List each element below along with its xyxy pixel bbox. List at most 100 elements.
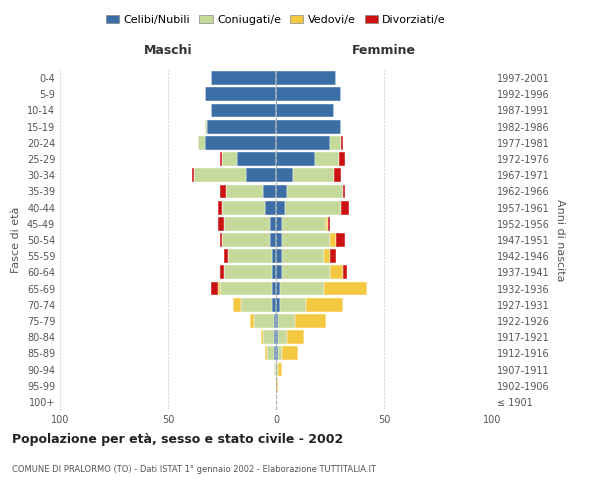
Bar [330, 250, 337, 263]
Bar [269, 217, 276, 230]
Bar [276, 152, 315, 166]
Bar [287, 330, 304, 344]
Bar [207, 120, 276, 134]
Bar [211, 282, 218, 296]
Bar [284, 200, 341, 214]
Bar [222, 233, 269, 247]
Bar [272, 250, 276, 263]
Legend: Celibi/Nubili, Coniugati/e, Vedovi/e, Divorziati/e: Celibi/Nubili, Coniugati/e, Vedovi/e, Di… [101, 10, 451, 29]
Bar [343, 184, 345, 198]
Bar [276, 266, 283, 280]
Bar [283, 233, 330, 247]
Bar [233, 298, 241, 312]
Text: COMUNE DI PRALORMO (TO) - Dati ISTAT 1° gennaio 2002 - Elaborazione TUTTITALIA.I: COMUNE DI PRALORMO (TO) - Dati ISTAT 1° … [12, 466, 376, 474]
Y-axis label: Fasce di età: Fasce di età [11, 207, 21, 273]
Bar [293, 168, 334, 182]
Bar [276, 136, 330, 149]
Bar [280, 282, 323, 296]
Bar [246, 168, 276, 182]
Bar [283, 250, 323, 263]
Bar [330, 266, 343, 280]
Bar [198, 136, 205, 149]
Bar [276, 346, 278, 360]
Bar [218, 282, 220, 296]
Bar [205, 136, 276, 149]
Bar [276, 233, 283, 247]
Bar [272, 266, 276, 280]
Bar [276, 217, 283, 230]
Bar [241, 298, 272, 312]
Bar [326, 217, 328, 230]
Bar [224, 266, 272, 280]
Bar [220, 266, 224, 280]
Bar [237, 152, 276, 166]
Bar [276, 120, 341, 134]
Bar [276, 379, 278, 392]
Bar [278, 314, 295, 328]
Bar [274, 330, 276, 344]
Bar [220, 282, 272, 296]
Bar [276, 250, 283, 263]
Bar [323, 250, 330, 263]
Text: Popolazione per età, sesso e stato civile - 2002: Popolazione per età, sesso e stato civil… [12, 432, 343, 446]
Bar [338, 152, 345, 166]
Bar [272, 282, 276, 296]
Bar [276, 71, 337, 85]
Bar [343, 266, 347, 280]
Bar [224, 217, 269, 230]
Bar [276, 298, 280, 312]
Bar [192, 168, 194, 182]
Bar [226, 184, 263, 198]
Bar [222, 152, 237, 166]
Bar [276, 362, 278, 376]
Bar [261, 330, 263, 344]
Bar [283, 217, 326, 230]
Bar [263, 184, 276, 198]
Bar [220, 233, 222, 247]
Bar [276, 168, 293, 182]
Bar [278, 362, 283, 376]
Bar [205, 88, 276, 101]
Bar [269, 233, 276, 247]
Bar [341, 200, 349, 214]
Bar [323, 282, 367, 296]
Bar [211, 104, 276, 118]
Bar [250, 314, 254, 328]
Bar [222, 200, 265, 214]
Bar [218, 200, 222, 214]
Bar [220, 152, 222, 166]
Bar [276, 104, 334, 118]
Bar [274, 314, 276, 328]
Bar [274, 362, 276, 376]
Bar [263, 330, 274, 344]
Bar [330, 136, 341, 149]
Bar [265, 346, 268, 360]
Bar [278, 346, 283, 360]
Text: Maschi: Maschi [143, 44, 193, 58]
Bar [280, 298, 306, 312]
Bar [229, 250, 272, 263]
Bar [283, 346, 298, 360]
Bar [205, 120, 207, 134]
Bar [276, 88, 341, 101]
Bar [341, 136, 343, 149]
Bar [295, 314, 326, 328]
Bar [274, 346, 276, 360]
Bar [276, 282, 280, 296]
Bar [287, 184, 343, 198]
Bar [254, 314, 274, 328]
Bar [330, 233, 337, 247]
Bar [268, 346, 274, 360]
Y-axis label: Anni di nascita: Anni di nascita [555, 198, 565, 281]
Bar [276, 314, 278, 328]
Bar [211, 71, 276, 85]
Bar [276, 184, 287, 198]
Bar [315, 152, 338, 166]
Bar [218, 217, 224, 230]
Bar [306, 298, 343, 312]
Bar [265, 200, 276, 214]
Bar [328, 217, 330, 230]
Bar [337, 233, 345, 247]
Text: Femmine: Femmine [352, 44, 416, 58]
Bar [276, 330, 278, 344]
